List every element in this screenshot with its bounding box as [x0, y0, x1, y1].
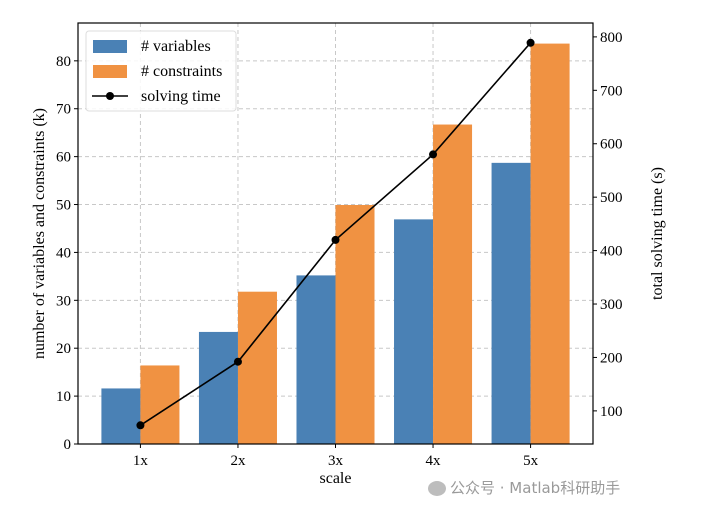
watermark-text: 公众号 · Matlab科研助手: [450, 479, 621, 497]
y-right-tick-label: 100: [600, 404, 623, 420]
x-tick-label: 5x: [523, 453, 539, 469]
y-right-tick-label: 800: [600, 30, 623, 46]
bar-constraints: [140, 365, 180, 444]
bar-variables: [101, 388, 141, 444]
bar-constraints: [335, 205, 375, 444]
legend-swatch: [93, 40, 127, 53]
y-tick-label: 10: [56, 389, 71, 405]
solving-time-point: [526, 38, 535, 47]
y-tick-label: 80: [56, 54, 71, 70]
y-right-axis-label: total solving time (s): [649, 167, 666, 300]
y-axis-label: number of variables and constraints (k): [31, 108, 48, 359]
y-right-tick-label: 700: [600, 83, 623, 99]
y-tick-label: 40: [56, 245, 71, 261]
y-tick-label: 60: [56, 150, 71, 166]
x-axis-label: scale: [320, 470, 352, 487]
watermark: 公众号 · Matlab科研助手: [428, 479, 620, 497]
y-tick-label: 30: [56, 293, 71, 309]
legend-swatch: [93, 65, 127, 78]
bar-constraints: [530, 43, 570, 444]
y-tick-label: 50: [56, 198, 71, 214]
y-right-tick-label: 300: [600, 297, 623, 313]
bar-constraints: [433, 124, 473, 444]
legend-label: solving time: [141, 88, 221, 105]
y-right-tick-label: 200: [600, 350, 623, 366]
solving-time-point: [233, 357, 242, 366]
y-tick-label: 20: [56, 341, 71, 357]
legend-marker: [106, 92, 114, 100]
bar-constraints: [237, 291, 277, 444]
bar-variables: [198, 331, 238, 444]
solving-time-point: [429, 150, 438, 159]
y-right-tick-label: 400: [600, 244, 623, 260]
wechat-icon: [428, 480, 446, 496]
bar-variables: [394, 219, 434, 444]
y-right-tick-label: 500: [600, 190, 623, 206]
x-tick-label: 1x: [133, 453, 149, 469]
solving-time-point: [136, 421, 145, 430]
x-tick-label: 2x: [230, 453, 246, 469]
y-tick-label: 70: [56, 102, 71, 118]
solving-time-point: [331, 235, 340, 244]
legend-label: # constraints: [141, 63, 222, 80]
bar-variables: [296, 275, 336, 444]
x-tick-label: 4x: [426, 453, 442, 469]
y-right-tick-label: 600: [600, 137, 623, 153]
x-tick-label: 3x: [328, 453, 344, 469]
bar-variables: [491, 162, 531, 445]
legend-label: # variables: [141, 38, 211, 55]
y-tick-label: 0: [64, 437, 72, 453]
